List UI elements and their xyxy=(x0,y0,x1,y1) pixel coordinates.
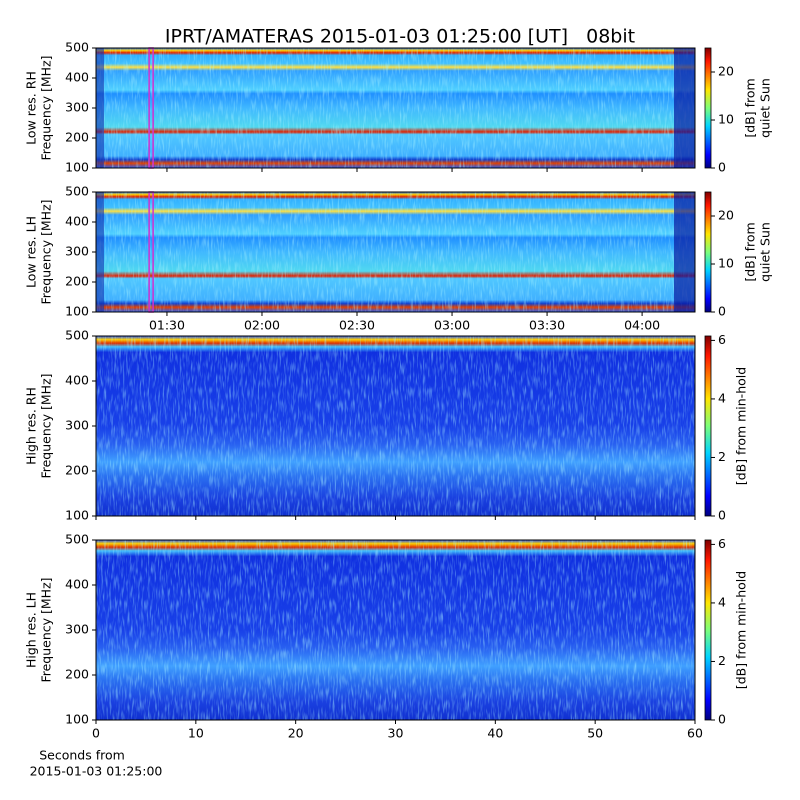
colorbar-tick-label: 4 xyxy=(718,390,726,405)
colorbar-tick-label: 2 xyxy=(718,653,726,668)
y-tick-label: 500 xyxy=(65,328,89,343)
x-axis-label: Seconds from xyxy=(39,748,125,763)
x-tick-label: 02:00 xyxy=(244,318,280,333)
y-tick-label: 100 xyxy=(65,304,89,319)
spectrogram-texture xyxy=(96,192,695,312)
colorbar-tick-label: 6 xyxy=(718,332,726,347)
y-tick-label: 200 xyxy=(65,130,89,145)
colorbar-tick-label: 10 xyxy=(718,112,734,127)
no-data-edge xyxy=(674,192,695,312)
y-tick-label: 500 xyxy=(65,184,89,199)
colorbar-label: [dB] from xyxy=(743,222,758,281)
colorbar xyxy=(704,335,712,517)
y-tick-label: 400 xyxy=(65,70,89,85)
y-tick-label: 500 xyxy=(65,532,89,547)
colorbar-tick-label: 20 xyxy=(718,64,734,79)
y-tick-label: 300 xyxy=(65,418,89,433)
colorbar-label: quiet Sun xyxy=(758,222,773,282)
y-axis-label: Frequency [MHz] xyxy=(39,373,54,478)
colorbar-label: [dB] from min-hold xyxy=(734,367,749,485)
y-axis-label: High res. RH xyxy=(24,387,39,465)
x-tick-label: 02:30 xyxy=(339,318,375,333)
no-data-edge xyxy=(96,192,104,312)
colorbar-tick-label: 0 xyxy=(718,160,726,175)
x-tick-label: 40 xyxy=(487,726,503,741)
colorbar-label: quiet Sun xyxy=(758,78,773,138)
y-tick-label: 300 xyxy=(65,622,89,637)
colorbar xyxy=(704,191,712,313)
x-tick-label: 30 xyxy=(388,726,404,741)
colorbar-tick-label: 0 xyxy=(718,712,726,727)
no-data-edge xyxy=(96,48,104,168)
colorbar xyxy=(704,47,712,169)
y-tick-label: 200 xyxy=(65,463,89,478)
colorbar-label: [dB] from xyxy=(743,78,758,137)
y-axis-label: High res. LH xyxy=(24,592,39,668)
no-data-edge xyxy=(674,48,695,168)
y-axis-label: Low res. LH xyxy=(24,216,39,288)
colorbar-tick-label: 0 xyxy=(718,508,726,523)
spectrogram-texture xyxy=(96,48,695,168)
colorbar-tick-label: 4 xyxy=(718,594,726,609)
x-tick-label: 04:00 xyxy=(624,318,660,333)
y-tick-label: 100 xyxy=(65,508,89,523)
y-tick-label: 300 xyxy=(65,100,89,115)
figure-title: IPRT/AMATERAS 2015-01-03 01:25:00 [UT] 0… xyxy=(165,26,635,48)
colorbar-tick-label: 0 xyxy=(718,304,726,319)
colorbar xyxy=(704,539,712,721)
y-axis-label: Frequency [MHz] xyxy=(39,55,54,160)
y-tick-label: 200 xyxy=(65,274,89,289)
x-tick-label: 03:30 xyxy=(529,318,565,333)
colorbar-tick-label: 2 xyxy=(718,449,726,464)
x-tick-label: 20 xyxy=(288,726,304,741)
y-axis-label: Low res. RH xyxy=(24,71,39,145)
colorbar-tick-label: 10 xyxy=(718,256,734,271)
x-axis-label: 2015-01-03 01:25:00 xyxy=(30,764,163,779)
spectrogram-texture xyxy=(96,336,695,516)
x-tick-label: 0 xyxy=(92,726,100,741)
x-tick-label: 01:30 xyxy=(149,318,185,333)
y-tick-label: 400 xyxy=(65,373,89,388)
y-tick-label: 200 xyxy=(65,667,89,682)
y-tick-label: 400 xyxy=(65,577,89,592)
spectrogram-texture xyxy=(96,540,695,720)
x-tick-label: 60 xyxy=(687,726,703,741)
y-tick-label: 100 xyxy=(65,712,89,727)
x-tick-label: 03:00 xyxy=(434,318,470,333)
x-tick-label: 10 xyxy=(188,726,204,741)
y-axis-label: Frequency [MHz] xyxy=(39,577,54,682)
colorbar-tick-label: 20 xyxy=(718,208,734,223)
y-tick-label: 300 xyxy=(65,244,89,259)
y-axis-label: Frequency [MHz] xyxy=(39,199,54,304)
y-tick-label: 400 xyxy=(65,214,89,229)
x-tick-label: 50 xyxy=(587,726,603,741)
colorbar-tick-label: 6 xyxy=(718,536,726,551)
y-tick-label: 100 xyxy=(65,160,89,175)
y-tick-label: 500 xyxy=(65,40,89,55)
colorbar-label: [dB] from min-hold xyxy=(734,571,749,689)
